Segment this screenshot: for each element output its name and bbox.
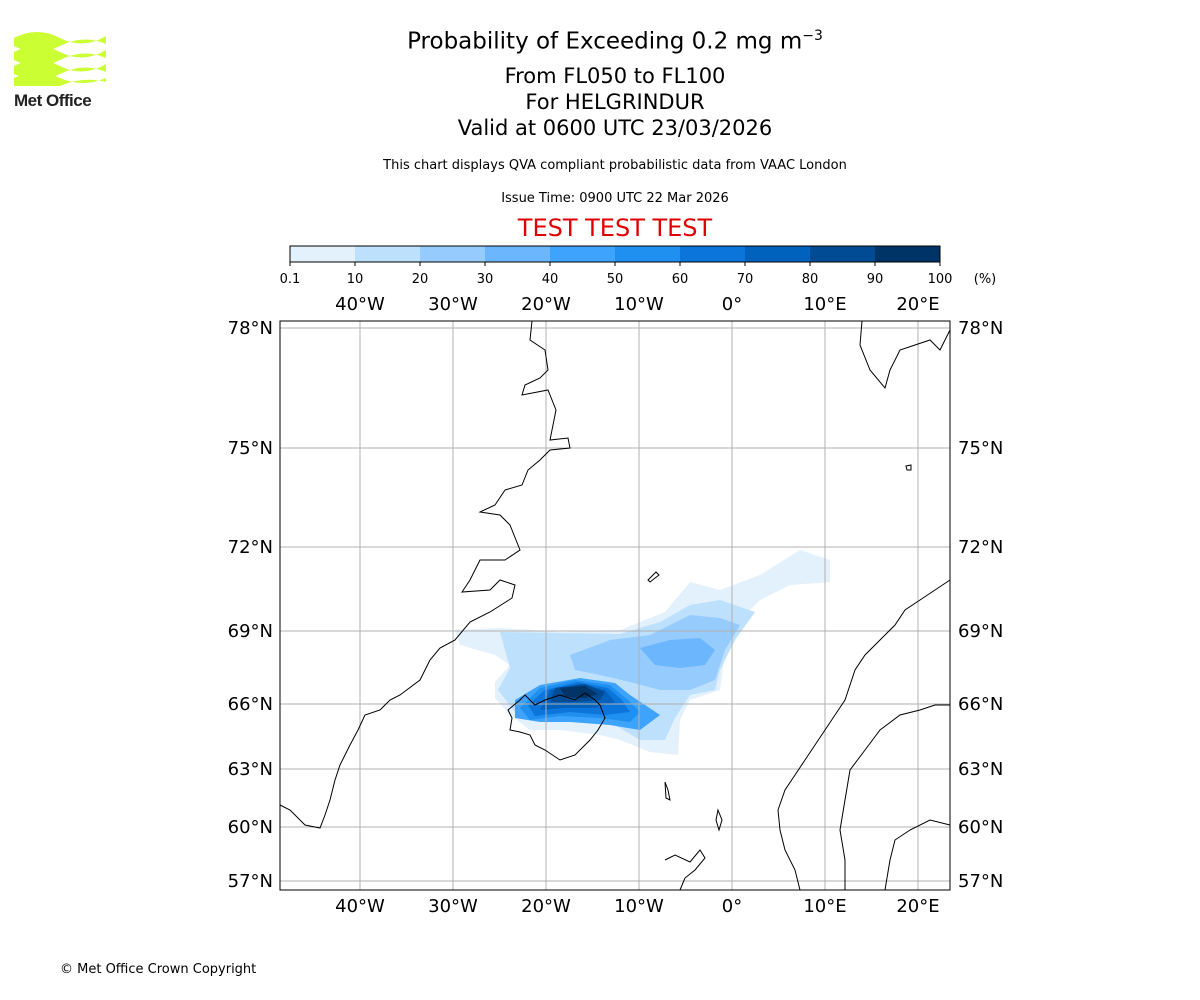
lon-label-top: 20°E: [896, 294, 939, 315]
colorbar-tick-label: 30: [477, 272, 494, 287]
lat-label-right: 75°N: [958, 438, 1003, 459]
coastline-jan-mayen: [647, 571, 660, 583]
lon-label-bottom: 10°W: [614, 896, 664, 917]
colorbar-tick-label: 50: [607, 272, 624, 287]
lon-label-bottom: 0°: [722, 896, 742, 917]
colorbar-segment: [355, 246, 420, 262]
met-office-logo-text: Met Office: [14, 91, 92, 110]
lat-label-right: 66°N: [958, 694, 1003, 715]
lon-label-bottom: 20°E: [896, 896, 939, 917]
lat-label-right: 72°N: [958, 537, 1003, 558]
coastline-scotland: [664, 849, 706, 891]
lon-label-bottom: 10°E: [803, 896, 846, 917]
colorbar-segment: [550, 246, 615, 262]
lat-label-left: 75°N: [228, 438, 273, 459]
colorbar-tick-label: 10: [347, 272, 364, 287]
lat-label-left: 63°N: [228, 759, 273, 780]
map: 40°W 40°W 30°W 30°W 20°W 20°W 10°W 10°W 0° 0° 10°E…: [228, 294, 1004, 917]
lon-label-top: 0°: [722, 294, 742, 315]
lon-label-top: 40°W: [335, 294, 385, 315]
map-frame: [279, 320, 951, 891]
lon-label-bottom: 40°W: [335, 896, 385, 917]
colorbar: 0.1 10 20 30 40 50 60 70 80 90 100 (%): [280, 245, 997, 287]
coastline-sweden-finland: [839, 704, 950, 890]
lat-label-left: 69°N: [228, 621, 273, 642]
colorbar-segment: [420, 246, 485, 262]
lon-label-top: 10°E: [803, 294, 846, 315]
colorbar-tick-label: 90: [867, 272, 884, 287]
title-superscript: −3: [802, 28, 823, 44]
colorbar-tick-label: 40: [542, 272, 559, 287]
copyright: © Met Office Crown Copyright: [60, 962, 257, 977]
chart-title: Probability of Exceeding 0.2 mg m−3: [0, 28, 1200, 55]
coastlines: [279, 320, 951, 891]
colorbar-segment: [745, 246, 810, 262]
axis-labels: 40°W 40°W 30°W 30°W 20°W 20°W 10°W 10°W 0° 0° 10°E…: [228, 294, 1004, 917]
lat-label-left: 60°N: [228, 817, 273, 838]
lon-label-top: 30°W: [428, 294, 478, 315]
test-banner: TEST TEST TEST: [517, 214, 713, 242]
colorbar-tick-label: 70: [737, 272, 754, 287]
valid-time: Valid at 0600 UTC 23/03/2026: [457, 116, 773, 140]
lon-label-bottom: 30°W: [428, 896, 478, 917]
colorbar-tick-label: 60: [672, 272, 689, 287]
lon-label-top: 10°W: [614, 294, 664, 315]
colorbar-unit: (%): [974, 272, 997, 287]
colorbar-segment: [875, 246, 940, 262]
title-text: Probability of Exceeding 0.2 mg m: [407, 28, 803, 55]
coastline-shetland: [715, 808, 723, 832]
volcano-name: For HELGRINDUR: [525, 90, 705, 114]
coastline-bear-island: [905, 464, 912, 471]
coastline-iceland: [507, 692, 606, 761]
colorbar-segment: [485, 246, 550, 262]
coastline-baltic: [884, 819, 951, 891]
colorbar-tick-label: 20: [412, 272, 429, 287]
met-office-logo-waves: [14, 32, 106, 86]
colorbar-tick-label: 100: [928, 272, 953, 287]
coastline-norway: [777, 579, 951, 891]
map-background: [280, 321, 950, 890]
lat-label-right: 57°N: [958, 871, 1003, 892]
colorbar-segment: [680, 246, 745, 262]
lat-label-left: 72°N: [228, 537, 273, 558]
coastline-svalbard: [859, 320, 951, 390]
lon-label-top: 20°W: [521, 294, 571, 315]
colorbar-tick-label: 80: [802, 272, 819, 287]
lat-label-right: 78°N: [958, 318, 1003, 339]
coastline-greenland: [279, 320, 571, 829]
lon-label-bottom: 20°W: [521, 896, 571, 917]
coastline-faroe: [664, 781, 671, 801]
lat-label-left: 78°N: [228, 318, 273, 339]
lat-label-right: 63°N: [958, 759, 1003, 780]
colorbar-tick-label: 0.1: [280, 272, 301, 287]
graticule: [280, 321, 950, 890]
lat-label-left: 57°N: [228, 871, 273, 892]
issue-time: Issue Time: 0900 UTC 22 Mar 2026: [501, 191, 729, 206]
colorbar-segment: [810, 246, 875, 262]
lat-label-left: 66°N: [228, 694, 273, 715]
lat-label-right: 60°N: [958, 817, 1003, 838]
colorbar-segment: [290, 246, 355, 262]
colorbar-segment: [615, 246, 680, 262]
lat-label-right: 69°N: [958, 621, 1003, 642]
subtitle: This chart displays QVA compliant probab…: [383, 158, 847, 173]
flight-levels: From FL050 to FL100: [504, 64, 726, 88]
plume-level-4: [640, 638, 715, 668]
